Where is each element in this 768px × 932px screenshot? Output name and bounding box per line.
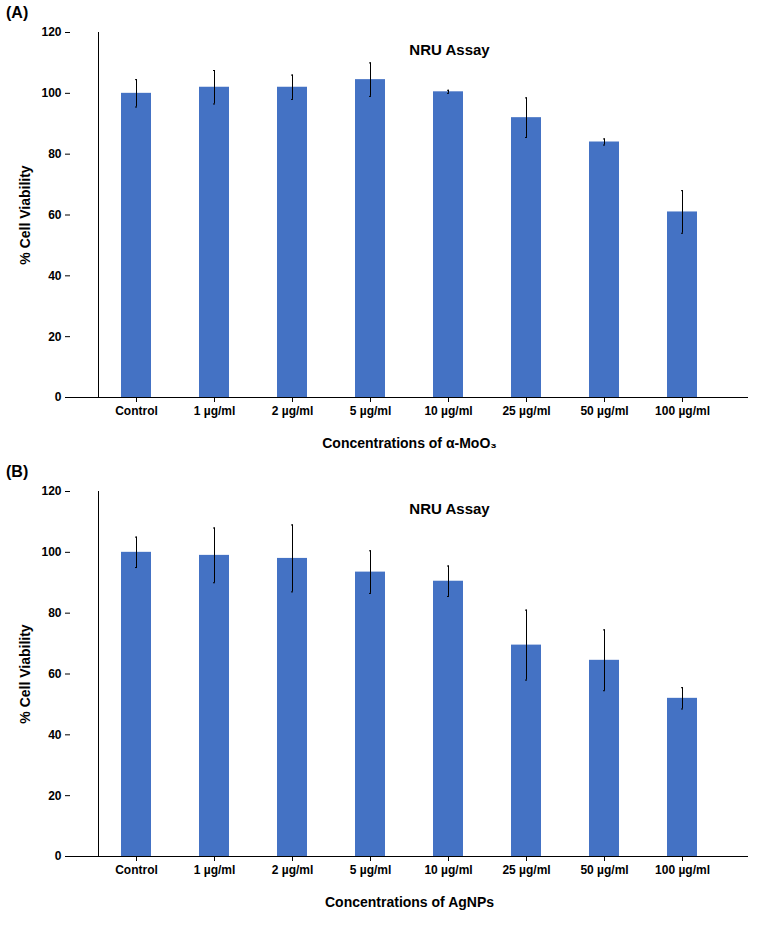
svg-text:100 µg/ml: 100 µg/ml (655, 404, 710, 418)
svg-text:Control: Control (115, 863, 158, 877)
svg-text:1 µg/ml: 1 µg/ml (194, 404, 236, 418)
svg-text:% Cell Viability: % Cell Viability (17, 624, 33, 724)
svg-text:25 µg/ml: 25 µg/ml (502, 404, 550, 418)
svg-text:100: 100 (41, 545, 61, 559)
html-text:(A): (A) (6, 4, 29, 21)
svg-text:60: 60 (48, 667, 62, 681)
svg-text:Control: Control (115, 404, 158, 418)
svg-text:NRU Assay: NRU Assay (409, 500, 490, 517)
svg-text:100: 100 (41, 86, 61, 100)
svg-text:40: 40 (48, 728, 62, 742)
svg-text:120: 120 (41, 484, 61, 498)
svg-text:40: 40 (48, 269, 62, 283)
svg-text:NRU Assay: NRU Assay (409, 41, 490, 58)
svg-text:2 µg/ml: 2 µg/ml (272, 863, 314, 877)
svg-text:1 µg/ml: 1 µg/ml (194, 863, 236, 877)
svg-text:10 µg/ml: 10 µg/ml (424, 404, 472, 418)
svg-text:100 µg/ml: 100 µg/ml (655, 863, 710, 877)
svg-text:60: 60 (48, 208, 62, 222)
svg-text:5 µg/ml: 5 µg/ml (350, 863, 392, 877)
svg-text:25 µg/ml: 25 µg/ml (502, 863, 550, 877)
svg-text:5 µg/ml: 5 µg/ml (350, 404, 392, 418)
svg-text:0: 0 (55, 849, 62, 863)
svg-text:80: 80 (48, 147, 62, 161)
html-text:(B): (B) (6, 463, 29, 480)
svg-text:10 µg/ml: 10 µg/ml (424, 863, 472, 877)
svg-text:50 µg/ml: 50 µg/ml (580, 404, 628, 418)
svg-text:120: 120 (41, 25, 61, 39)
svg-text:50 µg/ml: 50 µg/ml (580, 863, 628, 877)
svg-text:2 µg/ml: 2 µg/ml (272, 404, 314, 418)
svg-text:% Cell Viability: % Cell Viability (17, 165, 33, 265)
svg-text:0: 0 (55, 390, 62, 404)
svg-text:Concentrations of α-MoO₃: Concentrations of α-MoO₃ (322, 435, 497, 451)
svg-text:20: 20 (48, 789, 62, 803)
svg-text:Concentrations of AgNPs: Concentrations of AgNPs (325, 894, 494, 910)
svg-text:80: 80 (48, 606, 62, 620)
svg-text:20: 20 (48, 330, 62, 344)
